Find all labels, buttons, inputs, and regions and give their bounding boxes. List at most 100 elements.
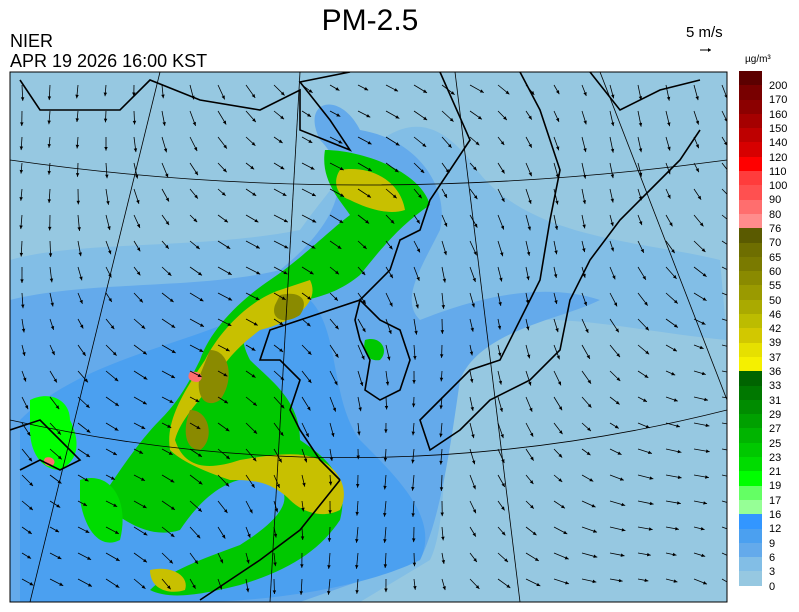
wind-arrow-head (165, 197, 169, 202)
wind-arrow-head (645, 326, 649, 331)
coastlines (10, 72, 701, 601)
wind-arrow-head (389, 274, 393, 279)
wind-arrow-head (356, 455, 360, 460)
wind-arrow (721, 266, 727, 271)
legend-label: 80 (769, 208, 782, 221)
wind-arrow-head (699, 222, 704, 227)
wind-arrow-head (136, 247, 141, 252)
wind-arrow (721, 344, 727, 347)
wind-arrow-head (500, 225, 505, 230)
wind-arrow (721, 396, 727, 399)
wind-arrow (721, 448, 727, 451)
wind-arrow-head (169, 399, 174, 403)
wind-arrow-head (501, 531, 506, 536)
wind-arrow-head (223, 509, 228, 514)
wind-arrow-head (84, 477, 89, 482)
wind-arrow-head (193, 218, 198, 223)
wind-arrow-head (225, 482, 230, 487)
wind-arrow-head (85, 404, 90, 408)
wind-arrow-head (115, 557, 120, 561)
wind-arrow-head (334, 381, 338, 386)
wind-arrow (721, 578, 727, 583)
wind-arrow-head (591, 504, 596, 508)
wind-arrow-head (704, 397, 709, 402)
wind-arrow-head (245, 588, 250, 593)
wind-arrow-head (77, 227, 81, 231)
wind-arrow-head (501, 197, 505, 202)
wind-arrow-head (440, 330, 445, 334)
wind-arrow-head (221, 191, 226, 196)
wind-arrow-head (699, 345, 704, 349)
wind-arrow-head (192, 584, 196, 589)
wind-arrow-head (586, 451, 591, 456)
graticule (10, 72, 727, 602)
wind-arrow-head (299, 591, 303, 595)
wind-arrow (721, 240, 727, 245)
legend-band (739, 185, 762, 200)
wind-arrow-head (279, 431, 284, 436)
wind-arrow-head (534, 557, 539, 561)
wind-arrow-head (47, 120, 51, 125)
wind-arrow-head (676, 424, 681, 428)
wind-arrow-head (500, 141, 505, 146)
legend-band (739, 171, 762, 186)
wind-arrow-head (528, 381, 532, 386)
wind-arrow-head (412, 380, 416, 384)
wind-arrow-head (618, 578, 623, 583)
wind-arrow-head (414, 330, 418, 335)
wind-arrow-head (592, 579, 597, 584)
wind-arrow-head (358, 407, 362, 412)
wind-arrow-head (728, 196, 732, 200)
wind-arrow-head (621, 528, 626, 532)
legend-label: 70 (769, 237, 782, 250)
legend-label: 9 (769, 537, 776, 550)
wind-arrow-head (614, 425, 619, 429)
legend-band (739, 99, 762, 114)
wind-arrow-head (443, 193, 448, 198)
wind-arrow-head (530, 504, 534, 509)
wind-arrow-head (677, 449, 682, 454)
wind-arrow-head (332, 407, 336, 412)
wind-arrow-head (411, 513, 415, 517)
wind-arrow-head (728, 319, 732, 322)
wind-arrow-head (133, 148, 138, 153)
wind-arrow-head (503, 116, 507, 121)
wind-arrow-head (734, 397, 738, 400)
wind-arrow-head (610, 174, 615, 179)
wind-arrow-head (497, 325, 502, 330)
legend-label: 50 (769, 294, 782, 307)
wind-arrow-head (337, 245, 342, 249)
wind-arrow-head (500, 252, 504, 257)
wind-arrow-head (390, 219, 395, 224)
legend-band (739, 213, 762, 229)
wind-arrow-head (640, 248, 644, 253)
wind-arrow-head (530, 90, 535, 95)
wind-arrow-head (615, 400, 620, 405)
wind-arrow-head (225, 455, 230, 460)
wind-arrow-head (171, 324, 176, 328)
legend-band (739, 385, 762, 400)
wind-arrow-head (251, 347, 256, 351)
wind-arrow-head (705, 423, 710, 428)
wind-arrow-head (251, 93, 256, 98)
wind-arrow-head (82, 351, 86, 356)
wind-arrow-head (141, 425, 146, 429)
wind-arrow-head (115, 584, 120, 588)
legend-band (739, 428, 762, 443)
legend-band (739, 128, 762, 143)
wind-arrow-head (141, 325, 146, 329)
legend-band (739, 242, 762, 257)
wind-arrow-head (440, 512, 444, 517)
wind-arrow-head (307, 379, 312, 384)
wind-arrow-head (530, 456, 534, 461)
wind-arrow-head (501, 506, 505, 511)
wind-arrow-head (247, 533, 251, 538)
wind-arrow-head (450, 91, 455, 95)
wind-arrow-head (312, 219, 317, 223)
wind-arrow-head (251, 374, 256, 378)
wind-arrow-head (49, 278, 54, 283)
wind-arrow-head (671, 372, 676, 376)
color-legend (739, 71, 762, 586)
wind-arrow-head (529, 480, 534, 484)
wind-arrow-head (256, 271, 261, 275)
